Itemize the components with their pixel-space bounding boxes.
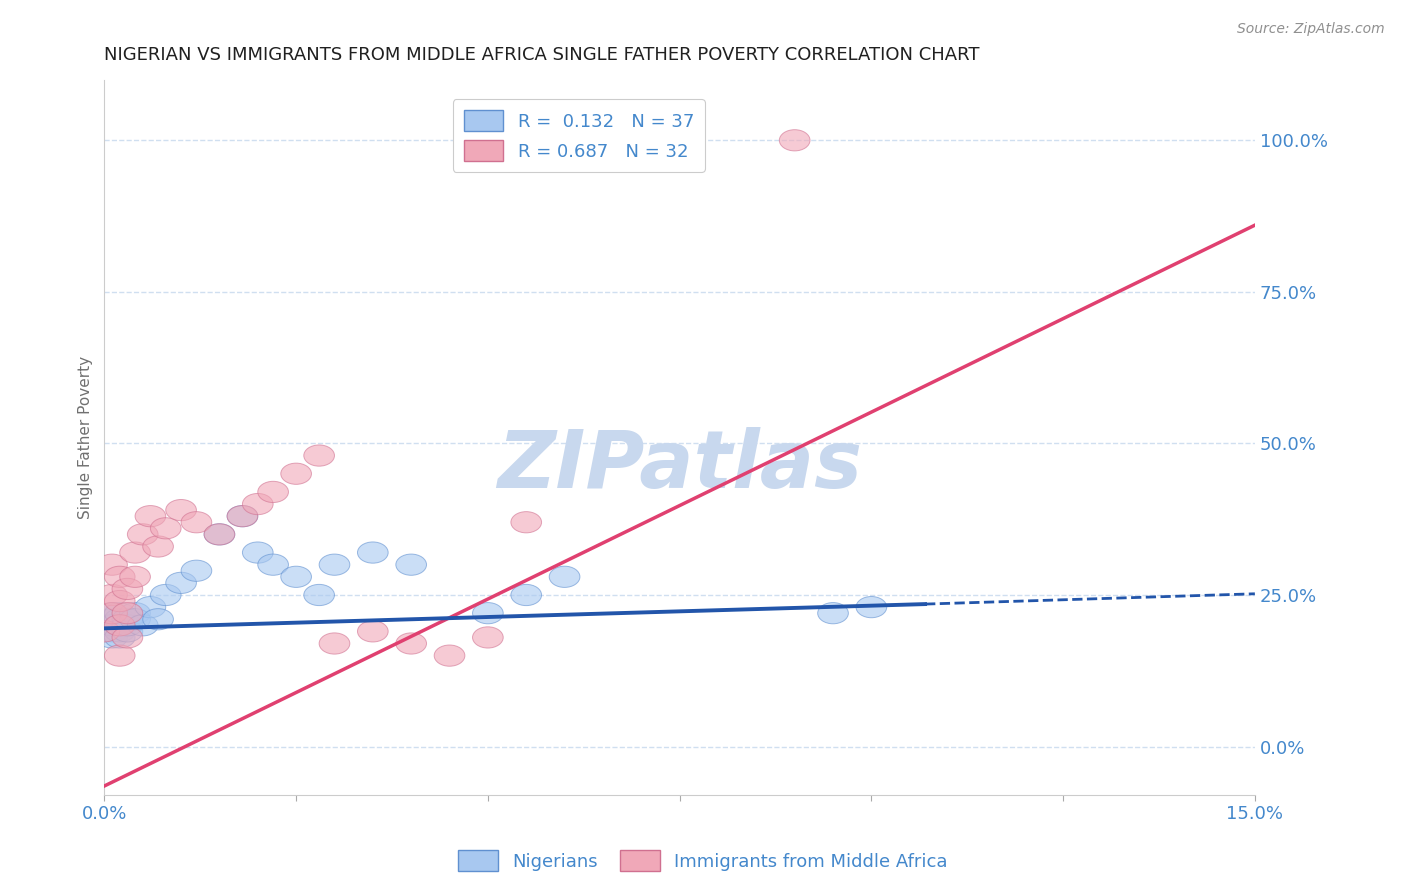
Text: Source: ZipAtlas.com: Source: ZipAtlas.com: [1237, 22, 1385, 37]
Ellipse shape: [104, 627, 135, 648]
Ellipse shape: [89, 615, 120, 636]
Ellipse shape: [242, 542, 273, 563]
Ellipse shape: [304, 584, 335, 606]
Ellipse shape: [357, 621, 388, 642]
Ellipse shape: [97, 621, 128, 642]
Ellipse shape: [550, 566, 579, 588]
Ellipse shape: [135, 597, 166, 618]
Ellipse shape: [257, 554, 288, 575]
Ellipse shape: [510, 584, 541, 606]
Y-axis label: Single Father Poverty: Single Father Poverty: [79, 356, 93, 519]
Ellipse shape: [181, 560, 212, 582]
Ellipse shape: [97, 615, 128, 636]
Ellipse shape: [204, 524, 235, 545]
Ellipse shape: [319, 633, 350, 654]
Ellipse shape: [97, 608, 128, 630]
Ellipse shape: [112, 603, 143, 624]
Ellipse shape: [228, 506, 257, 527]
Ellipse shape: [472, 603, 503, 624]
Ellipse shape: [818, 603, 848, 624]
Ellipse shape: [104, 621, 135, 642]
Ellipse shape: [304, 445, 335, 467]
Ellipse shape: [396, 633, 426, 654]
Ellipse shape: [779, 129, 810, 151]
Text: NIGERIAN VS IMMIGRANTS FROM MIDDLE AFRICA SINGLE FATHER POVERTY CORRELATION CHAR: NIGERIAN VS IMMIGRANTS FROM MIDDLE AFRIC…: [104, 46, 980, 64]
Ellipse shape: [856, 597, 887, 618]
Ellipse shape: [135, 506, 166, 527]
Ellipse shape: [319, 554, 350, 575]
Text: ZIPatlas: ZIPatlas: [498, 427, 862, 505]
Ellipse shape: [120, 603, 150, 624]
Ellipse shape: [396, 554, 426, 575]
Ellipse shape: [89, 621, 120, 642]
Ellipse shape: [97, 627, 128, 648]
Ellipse shape: [97, 603, 128, 624]
Ellipse shape: [97, 615, 128, 636]
Ellipse shape: [104, 603, 135, 624]
Ellipse shape: [472, 627, 503, 648]
Ellipse shape: [150, 517, 181, 539]
Ellipse shape: [97, 584, 128, 606]
Ellipse shape: [112, 615, 143, 636]
Ellipse shape: [112, 627, 143, 648]
Ellipse shape: [143, 608, 173, 630]
Ellipse shape: [204, 524, 235, 545]
Ellipse shape: [120, 542, 150, 563]
Ellipse shape: [434, 645, 465, 666]
Ellipse shape: [166, 500, 197, 521]
Ellipse shape: [97, 603, 128, 624]
Ellipse shape: [143, 536, 173, 558]
Ellipse shape: [181, 512, 212, 533]
Ellipse shape: [510, 512, 541, 533]
Ellipse shape: [281, 463, 312, 484]
Ellipse shape: [120, 608, 150, 630]
Ellipse shape: [112, 578, 143, 599]
Ellipse shape: [104, 615, 135, 636]
Ellipse shape: [228, 506, 257, 527]
Ellipse shape: [257, 482, 288, 502]
Ellipse shape: [104, 645, 135, 666]
Ellipse shape: [128, 524, 157, 545]
Ellipse shape: [357, 542, 388, 563]
Ellipse shape: [166, 573, 197, 593]
Ellipse shape: [281, 566, 312, 588]
Legend: Nigerians, Immigrants from Middle Africa: Nigerians, Immigrants from Middle Africa: [451, 843, 955, 879]
Ellipse shape: [120, 566, 150, 588]
Ellipse shape: [112, 621, 143, 642]
Ellipse shape: [104, 608, 135, 630]
Ellipse shape: [104, 615, 135, 636]
Ellipse shape: [104, 591, 135, 612]
Ellipse shape: [112, 608, 143, 630]
Ellipse shape: [242, 493, 273, 515]
Ellipse shape: [150, 584, 181, 606]
Legend: R =  0.132   N = 37, R = 0.687   N = 32: R = 0.132 N = 37, R = 0.687 N = 32: [453, 99, 704, 172]
Ellipse shape: [104, 566, 135, 588]
Ellipse shape: [97, 554, 128, 575]
Ellipse shape: [128, 615, 157, 636]
